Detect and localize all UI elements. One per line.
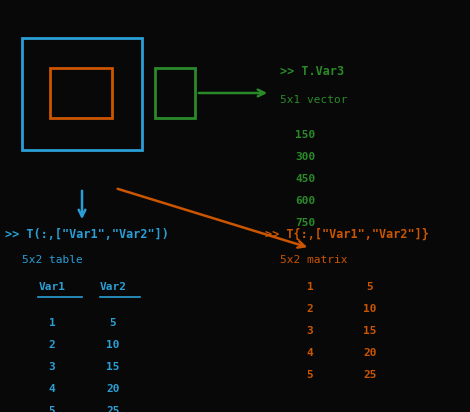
Text: >> T(:,["Var1","Var2"]): >> T(:,["Var1","Var2"]) xyxy=(5,228,169,241)
Text: >> T.Var3: >> T.Var3 xyxy=(280,65,344,78)
Text: 750: 750 xyxy=(295,218,315,228)
Text: Var2: Var2 xyxy=(100,282,126,292)
Text: 5x2 table: 5x2 table xyxy=(22,255,83,265)
Text: 20: 20 xyxy=(363,348,377,358)
Text: 25: 25 xyxy=(363,370,377,380)
Text: 150: 150 xyxy=(295,130,315,140)
Text: 2: 2 xyxy=(306,304,313,314)
Text: 1: 1 xyxy=(48,318,55,328)
Text: 3: 3 xyxy=(306,326,313,336)
Text: 5: 5 xyxy=(48,406,55,412)
Text: 5x1 vector: 5x1 vector xyxy=(280,95,347,105)
Bar xyxy=(155,68,195,118)
Text: Var1: Var1 xyxy=(39,282,65,292)
Text: 15: 15 xyxy=(106,362,120,372)
Text: 5x2 matrix: 5x2 matrix xyxy=(280,255,347,265)
Text: 5: 5 xyxy=(306,370,313,380)
Text: 10: 10 xyxy=(363,304,377,314)
Text: 300: 300 xyxy=(295,152,315,162)
Text: 15: 15 xyxy=(363,326,377,336)
Bar xyxy=(22,38,142,150)
Text: 600: 600 xyxy=(295,196,315,206)
Bar xyxy=(50,68,112,118)
Text: 1: 1 xyxy=(306,282,313,292)
Text: 2: 2 xyxy=(48,340,55,350)
Text: 4: 4 xyxy=(48,384,55,394)
Text: 20: 20 xyxy=(106,384,120,394)
Text: 4: 4 xyxy=(306,348,313,358)
Text: 10: 10 xyxy=(106,340,120,350)
Text: 3: 3 xyxy=(48,362,55,372)
Text: >> T{:,["Var1","Var2"]}: >> T{:,["Var1","Var2"]} xyxy=(265,228,429,241)
Text: 450: 450 xyxy=(295,174,315,184)
Text: 25: 25 xyxy=(106,406,120,412)
Text: 5: 5 xyxy=(110,318,117,328)
Text: 5: 5 xyxy=(367,282,373,292)
